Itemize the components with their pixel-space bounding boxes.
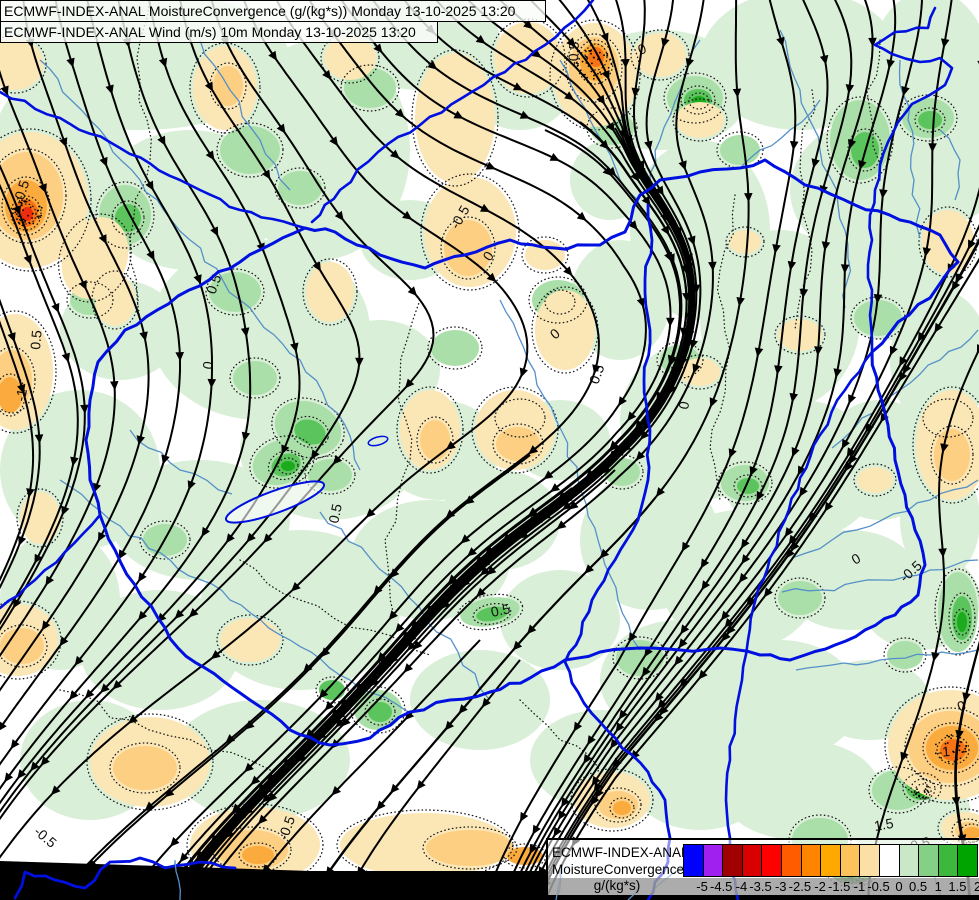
legend-tick-label: 1.5 [948, 879, 967, 894]
legend-swatch [820, 844, 841, 877]
legend-swatch [957, 844, 978, 877]
legend-swatch [800, 844, 822, 877]
contour-label: 0 [199, 360, 216, 371]
legend-swatch [780, 844, 802, 877]
legend-title-line1: ECMWF-INDEX-ANAL [552, 845, 689, 860]
map-edge-layer [0, 861, 979, 900]
legend-unit: g/(kg*s) [593, 878, 641, 893]
legend-swatch [839, 844, 861, 877]
legend-tick-label: -5 [696, 879, 708, 894]
contour-label: 0 [675, 400, 692, 411]
legend-swatch [683, 844, 704, 877]
legend-tick-label: -4 [735, 879, 748, 894]
legend-tick-label: -2.5 [788, 879, 812, 894]
contour-label: -0.5 [31, 823, 60, 851]
legend: ECMWF-INDEX-ANAL MoistureConvergence g/(… [546, 838, 979, 895]
legend-swatch [918, 844, 939, 877]
legend-titles: ECMWF-INDEX-ANAL MoistureConvergence [552, 844, 689, 878]
contour-label: -0.5 [10, 178, 33, 206]
map-header: ECMWF-INDEX-ANAL MoistureConvergence (g/… [0, 0, 546, 43]
legend-swatch [937, 844, 959, 877]
contour-label: 0.5 [489, 600, 512, 620]
legend-tick-label: -4.5 [710, 879, 733, 894]
contour-label: -1 [937, 743, 951, 760]
legend-tick-label: -3 [774, 879, 787, 894]
contour-label: 0.5 [27, 329, 45, 350]
legend-swatch [722, 844, 743, 877]
legend-swatch [741, 844, 763, 877]
legend-tick-label: 0 [895, 879, 903, 894]
header-line-wind: ECMWF-INDEX-ANAL Wind (m/s) 10m Monday 1… [0, 21, 438, 43]
legend-tick-label: 0.5 [909, 879, 928, 894]
legend-tick-label: -1.5 [828, 879, 851, 894]
header-line-moisture: ECMWF-INDEX-ANAL MoistureConvergence (g/… [0, 0, 546, 22]
contour-label: 0.5 [203, 272, 225, 296]
border-rivers-layer [0, 0, 960, 840]
legend-swatch [702, 844, 724, 877]
legend-swatch [878, 844, 900, 877]
legend-swatch [859, 844, 880, 877]
legend-swatch [761, 844, 782, 877]
contour-label: -0.5 [275, 814, 298, 842]
legend-tick-label: 2 [974, 879, 979, 894]
legend-tick-labels: -5 -4.5 -4 -3.5 -3 -2.5 -2 -1.5 -1 -0.5 0 0.5 1 1.5 2 [548, 879, 979, 895]
legend-tick-label: -3.5 [749, 879, 772, 894]
contour-label: 1.5 [873, 815, 895, 834]
legend-tick-label: -1 [853, 879, 866, 894]
legend-swatch [898, 844, 920, 877]
legend-gray-band [548, 878, 979, 895]
legend-title-line2: MoistureConvergence [552, 862, 685, 877]
legend-tick-label: 1 [934, 879, 942, 894]
contour-label: 0.5 [325, 502, 345, 525]
legend-tick-label: -2 [814, 879, 826, 894]
legend-tick-label: -0.5 [867, 879, 890, 894]
legend-colorbar [683, 844, 978, 877]
